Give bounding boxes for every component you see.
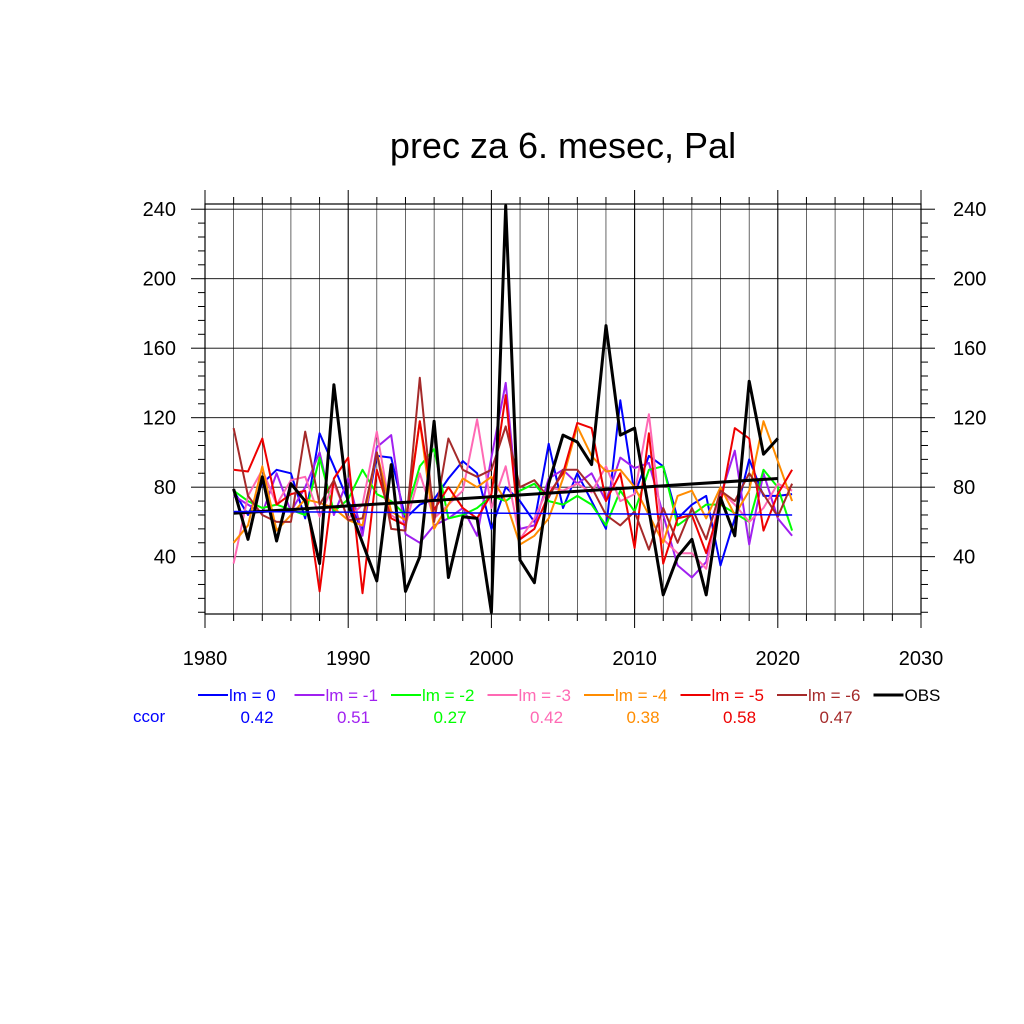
ccor-value-3: 0.42 (530, 708, 563, 727)
ccor-value-1: 0.51 (337, 708, 370, 727)
y-tick-label-right: 200 (953, 269, 986, 291)
y-tick-label-left: 80 (154, 477, 176, 499)
legend-label-2: lm = -2 (422, 686, 474, 705)
axis-ticks: 1980 1990 2000 2010 2020 2030 40 40 80 80 120 120 16… (143, 190, 986, 670)
x-tick-label: 2010 (612, 648, 657, 670)
trend-line-1 (233, 510, 793, 516)
ccor-value-2: 0.27 (433, 708, 466, 727)
y-tick-label-left: 200 (143, 269, 176, 291)
y-tick-label-left: 40 (154, 547, 176, 569)
legend-label-0: lm = 0 (229, 686, 276, 705)
ccor-value-5: 0.58 (723, 708, 756, 727)
x-tick-label: 2030 (899, 648, 944, 670)
legend-label-4: lm = -4 (615, 686, 667, 705)
ccor-value-0: 0.42 (240, 708, 273, 727)
chart-title: prec za 6. mesec, Pal (390, 125, 736, 166)
series-line-5 (233, 394, 793, 595)
series-layer (232, 204, 794, 614)
y-tick-label-left: 160 (143, 338, 176, 360)
x-tick-label: 1980 (183, 648, 228, 670)
series-line-7 (232, 204, 779, 614)
plot-frame (204, 203, 922, 615)
legend-label-3: lm = -3 (519, 686, 571, 705)
y-tick-label-right: 160 (953, 338, 986, 360)
legend-label-5: lm = -5 (712, 686, 764, 705)
y-tick-label-right: 240 (953, 199, 986, 221)
y-tick-label-left: 120 (143, 408, 176, 430)
x-tick-label: 1990 (326, 648, 371, 670)
legend-label-1: lm = -1 (326, 686, 378, 705)
series-line-4 (232, 420, 794, 546)
trend-line-0 (233, 476, 778, 515)
y-tick-label-left: 240 (143, 199, 176, 221)
y-tick-label-right: 80 (953, 477, 975, 499)
ccor-value-6: 0.47 (819, 708, 852, 727)
series-line-3 (232, 413, 793, 570)
grid (205, 204, 921, 614)
x-tick-label: 2020 (756, 648, 801, 670)
legend: lm = 0 0.42 lm = -1 0.51 lm = -2 0.27 lm = -3 0… (133, 686, 940, 727)
x-tick-label: 2000 (469, 648, 514, 670)
y-tick-label-right: 120 (953, 408, 986, 430)
legend-label-7: OBS (905, 686, 941, 705)
legend-label-6: lm = -6 (808, 686, 860, 705)
y-tick-label-right: 40 (953, 547, 975, 569)
ccor-label: ccor (133, 707, 165, 726)
ccor-value-4: 0.38 (626, 708, 659, 727)
